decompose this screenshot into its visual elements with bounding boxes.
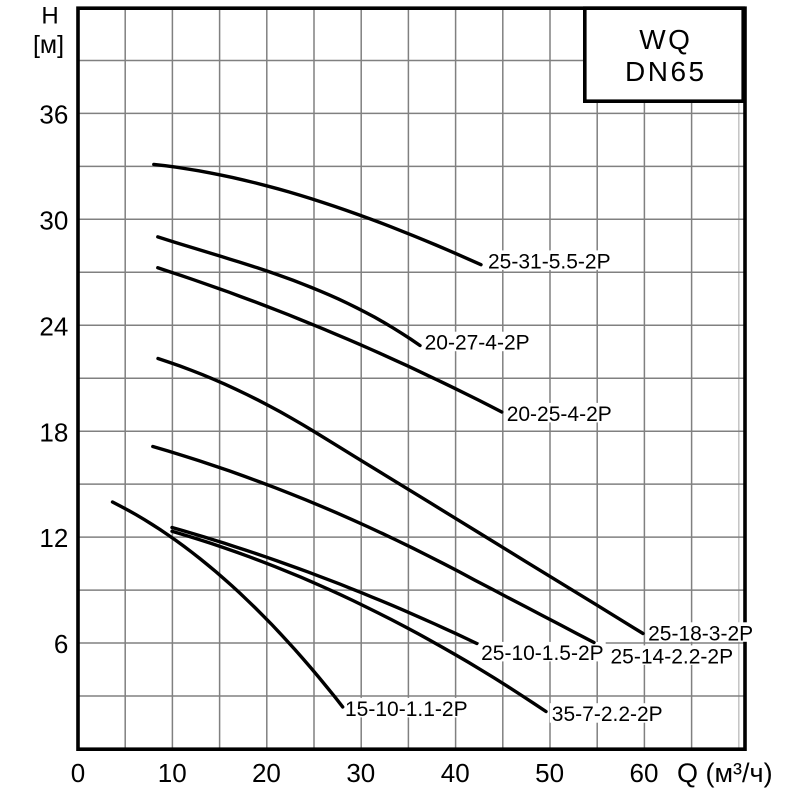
svg-text:24: 24 [39,311,68,341]
svg-text:40: 40 [441,758,470,788]
svg-text:25-10-1.5-2P: 25-10-1.5-2P [481,642,604,665]
svg-text:50: 50 [535,758,564,788]
svg-text:H: H [41,2,58,29]
svg-text:25-14-2.2-2P: 25-14-2.2-2P [611,645,734,668]
svg-text:36: 36 [39,100,68,130]
svg-text:35-7-2.2-2P: 35-7-2.2-2P [552,703,663,726]
svg-text:30: 30 [39,206,68,236]
svg-text:20-27-4-2P: 20-27-4-2P [425,332,530,355]
svg-text:20: 20 [252,758,281,788]
svg-text:25-31-5.5-2P: 25-31-5.5-2P [488,250,611,273]
svg-text:18: 18 [39,417,68,447]
svg-text:[м]: [м] [33,31,64,59]
svg-text:25-18-3-2P: 25-18-3-2P [648,622,753,645]
svg-text:Q (м³/ч): Q (м³/ч) [677,758,773,788]
svg-text:0: 0 [71,758,85,788]
svg-text:WQ: WQ [639,24,692,55]
svg-text:12: 12 [39,523,68,553]
svg-text:30: 30 [346,758,375,788]
svg-text:60: 60 [630,758,659,788]
svg-text:20-25-4-2P: 20-25-4-2P [507,403,612,426]
svg-text:15-10-1.1-2P: 15-10-1.1-2P [345,698,468,721]
svg-text:10: 10 [158,758,187,788]
svg-text:DN65: DN65 [625,56,707,87]
svg-text:6: 6 [54,629,68,659]
